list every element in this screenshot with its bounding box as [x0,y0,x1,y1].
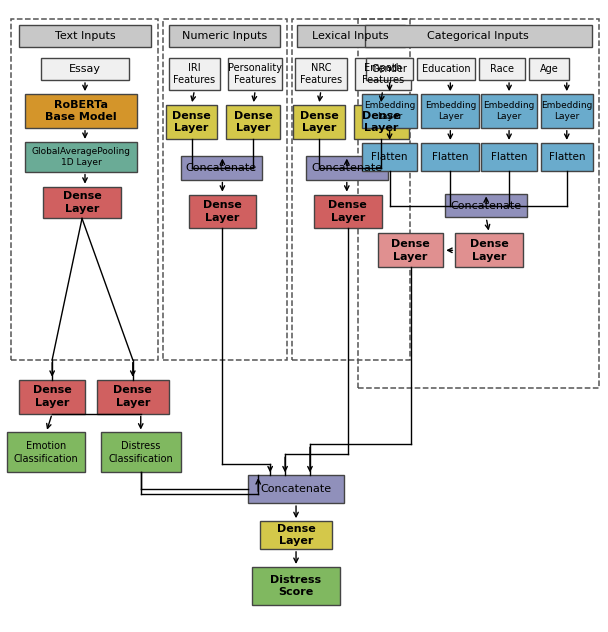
FancyBboxPatch shape [168,25,280,47]
FancyBboxPatch shape [362,94,418,128]
FancyBboxPatch shape [541,143,593,171]
FancyBboxPatch shape [421,143,479,171]
Text: Dense
Layer: Dense Layer [172,111,211,133]
Text: Concatenate: Concatenate [451,200,522,210]
Bar [292,20,410,360]
Text: IRI
Features: IRI Features [173,63,216,85]
FancyBboxPatch shape [101,432,181,472]
FancyBboxPatch shape [97,380,168,413]
FancyBboxPatch shape [248,475,344,503]
FancyBboxPatch shape [26,94,137,128]
Text: Embedding
Layer: Embedding Layer [541,101,592,121]
Text: Dense
Layer: Dense Layer [234,111,272,133]
Text: Flatten: Flatten [491,152,527,162]
FancyBboxPatch shape [481,143,537,171]
FancyBboxPatch shape [19,25,151,47]
Text: Emotion
Classification: Emotion Classification [14,441,78,464]
FancyBboxPatch shape [378,233,443,267]
FancyBboxPatch shape [314,195,382,228]
Text: Dense
Layer: Dense Layer [362,111,401,133]
FancyBboxPatch shape [229,58,282,90]
Text: Age: Age [539,64,558,74]
FancyBboxPatch shape [295,58,347,90]
Text: Dense
Layer: Dense Layer [203,200,242,222]
FancyBboxPatch shape [529,58,569,80]
FancyBboxPatch shape [165,105,218,139]
Text: Concatenate: Concatenate [186,162,257,173]
Text: Distress
Classification: Distress Classification [108,441,173,464]
Text: Concatenate: Concatenate [311,162,382,173]
FancyBboxPatch shape [26,142,137,172]
FancyBboxPatch shape [293,105,345,139]
FancyBboxPatch shape [7,432,85,472]
FancyBboxPatch shape [226,105,280,139]
Text: Dense
Layer: Dense Layer [391,239,430,262]
Text: Lexical Inputs: Lexical Inputs [313,31,389,41]
Text: Flatten: Flatten [371,152,408,162]
Text: Embedding
Layer: Embedding Layer [364,101,415,121]
Text: Dense
Layer: Dense Layer [114,386,152,408]
FancyBboxPatch shape [366,58,413,80]
Text: Dense
Layer: Dense Layer [63,191,102,214]
Text: Dense
Layer: Dense Layer [470,239,508,262]
FancyBboxPatch shape [181,155,262,179]
FancyBboxPatch shape [365,25,592,47]
FancyBboxPatch shape [541,94,593,128]
FancyBboxPatch shape [252,567,340,605]
Text: Personality
Features: Personality Features [228,63,282,85]
FancyBboxPatch shape [445,193,527,217]
FancyBboxPatch shape [297,25,404,47]
Text: Distress
Score: Distress Score [271,574,322,597]
Text: Flatten: Flatten [432,152,469,162]
FancyBboxPatch shape [418,58,475,80]
FancyBboxPatch shape [455,233,523,267]
Text: Dense
Layer: Dense Layer [277,524,316,546]
FancyBboxPatch shape [354,105,409,139]
Text: Concatenate: Concatenate [260,484,331,494]
Text: Flatten: Flatten [548,152,585,162]
Text: RoBERTa
Base Model: RoBERTa Base Model [45,100,117,122]
Text: Dense
Layer: Dense Layer [33,386,72,408]
FancyBboxPatch shape [188,195,256,228]
Text: Embedding
Layer: Embedding Layer [483,101,535,121]
FancyBboxPatch shape [168,58,220,90]
FancyBboxPatch shape [43,186,121,219]
Bar [358,20,599,387]
Bar [163,20,287,360]
FancyBboxPatch shape [19,380,85,413]
Text: Embedding
Layer: Embedding Layer [424,101,476,121]
Text: NRC
Features: NRC Features [300,63,342,85]
FancyBboxPatch shape [260,521,332,549]
Text: Empath
Features: Empath Features [362,63,404,85]
FancyBboxPatch shape [362,143,418,171]
Text: Text Inputs: Text Inputs [55,31,116,41]
Text: Essay: Essay [69,64,101,74]
Text: Numeric Inputs: Numeric Inputs [182,31,267,41]
Text: Dense
Layer: Dense Layer [300,111,338,133]
FancyBboxPatch shape [479,58,525,80]
FancyBboxPatch shape [481,94,537,128]
Text: Dense
Layer: Dense Layer [328,200,367,222]
Text: GlobalAveragePooling
1D Layer: GlobalAveragePooling 1D Layer [32,147,131,167]
Text: Education: Education [422,64,471,74]
FancyBboxPatch shape [306,155,388,179]
Text: Race: Race [490,64,514,74]
Text: Gender: Gender [371,64,407,74]
FancyBboxPatch shape [421,94,479,128]
Bar [12,20,157,360]
Text: Categorical Inputs: Categorical Inputs [427,31,529,41]
FancyBboxPatch shape [354,58,410,90]
FancyBboxPatch shape [41,58,129,80]
